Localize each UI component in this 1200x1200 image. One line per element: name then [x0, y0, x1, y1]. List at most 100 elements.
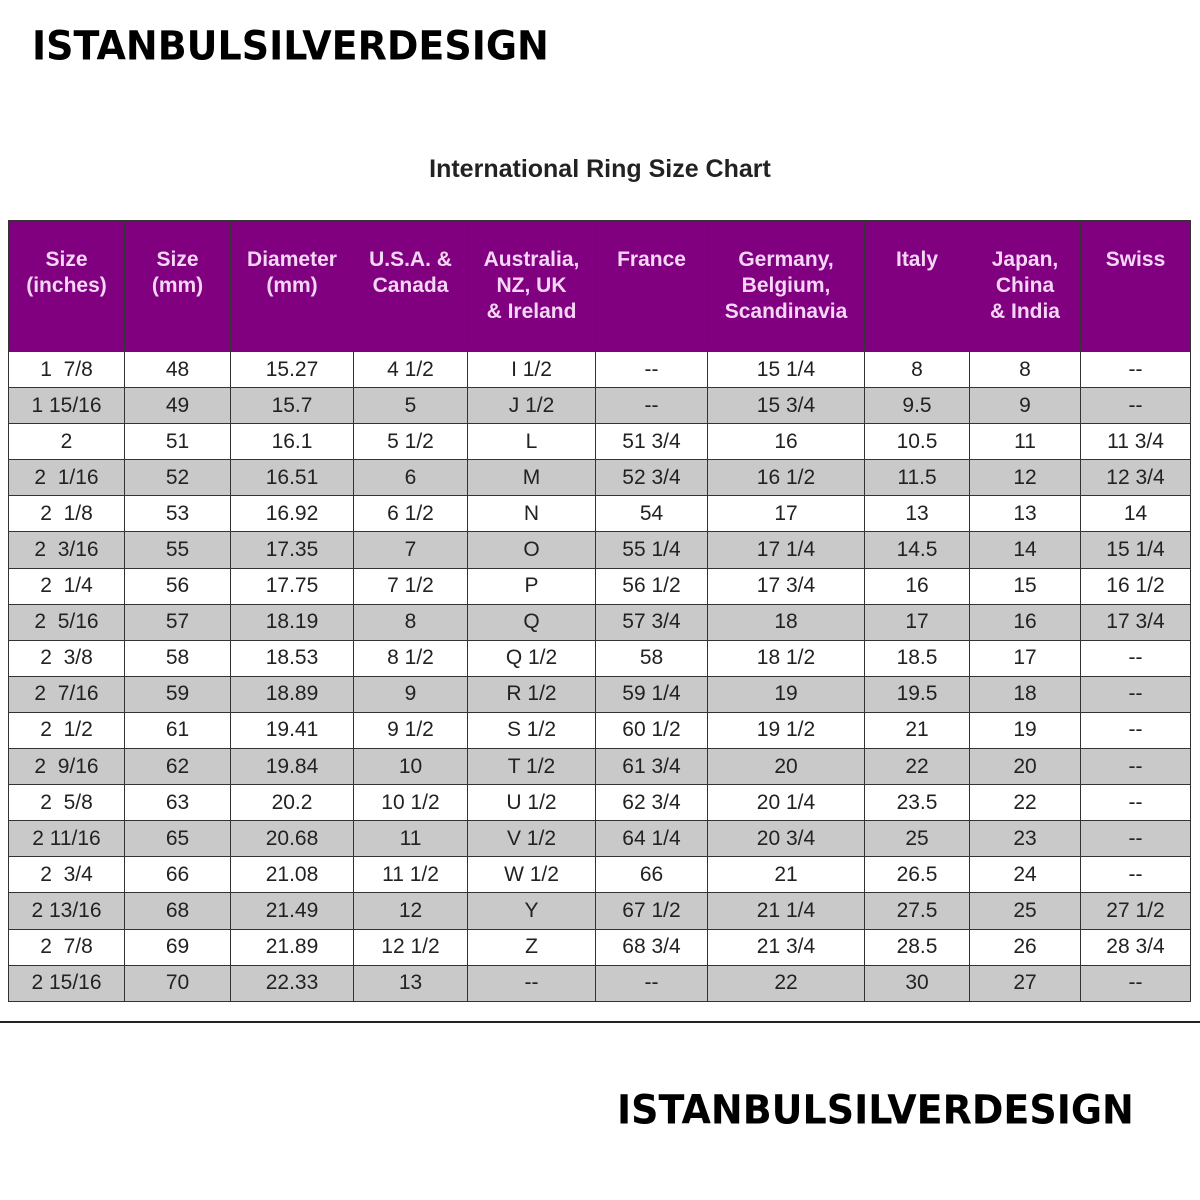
table-cell: 62 3/4	[595, 784, 708, 822]
table-row: 2 51 16.1 5 1/2 L 51 3/4 16 10.5 11 11 3/4	[8, 423, 1191, 461]
table-cell: 48	[124, 350, 231, 389]
table-cell: 15	[969, 567, 1081, 605]
table-cell: S 1/2	[467, 711, 596, 750]
table-row: 2 1/16 52 16.51 6 M 52 3/4 16 1/2 11.5 12 12 3/4	[8, 459, 1191, 497]
table-row: 2 3/8 58 18.53 8 1/2 Q 1/2 58 18 1/2 18.5 17 --	[8, 639, 1191, 677]
table-cell: 18	[969, 675, 1081, 713]
column-header: Swiss	[1080, 220, 1191, 352]
brand-logo-top: ISTANBULSILVERDESIGN	[32, 22, 549, 70]
table-cell: --	[1080, 711, 1191, 750]
table-cell: 55	[124, 531, 231, 569]
table-cell: I 1/2	[467, 350, 596, 389]
column-header: Australia, NZ, UK & Ireland	[467, 220, 596, 352]
table-cell: 22.33	[230, 964, 354, 1002]
table-cell: 10 1/2	[353, 784, 468, 822]
table-cell: 18.5	[864, 639, 970, 677]
table-cell: 12	[353, 892, 468, 930]
table-cell: 11	[353, 820, 468, 858]
table-cell: 67 1/2	[595, 892, 708, 930]
table-cell: --	[1080, 748, 1191, 786]
table-cell: 11	[969, 423, 1081, 461]
table-cell: 15.27	[230, 350, 354, 389]
table-cell: 21	[864, 711, 970, 750]
table-cell: 19	[707, 675, 865, 713]
table-cell: 21.49	[230, 892, 354, 930]
table-cell: 9.5	[864, 387, 970, 425]
table-cell: --	[595, 350, 708, 389]
table-cell: 9	[353, 675, 468, 713]
table-cell: 16.92	[230, 495, 354, 533]
table-cell: O	[467, 531, 596, 569]
table-cell: 2 9/16	[8, 748, 125, 786]
table-cell: U 1/2	[467, 784, 596, 822]
table-cell: 15 3/4	[707, 387, 865, 425]
table-cell: 54	[595, 495, 708, 533]
table-cell: 21 1/4	[707, 892, 865, 930]
table-cell: 16.51	[230, 459, 354, 497]
table-cell: 10.5	[864, 423, 970, 461]
table-cell: 58	[595, 639, 708, 677]
table-cell: 68	[124, 892, 231, 930]
column-header: Size (mm)	[124, 220, 231, 352]
table-cell: 21.89	[230, 928, 354, 966]
chart-title: International Ring Size Chart	[429, 155, 771, 183]
table-cell: 2 5/8	[8, 784, 125, 822]
table-cell: --	[1080, 675, 1191, 713]
table-row: 1 15/16 49 15.7 5 J 1/2 -- 15 3/4 9.5 9 --	[8, 387, 1191, 425]
table-cell: 52	[124, 459, 231, 497]
table-cell: 58	[124, 639, 231, 677]
table-cell: 27.5	[864, 892, 970, 930]
table-cell: Y	[467, 892, 596, 930]
table-cell: P	[467, 567, 596, 605]
table-cell: 17	[707, 495, 865, 533]
table-cell: 57	[124, 603, 231, 641]
table-cell: --	[1080, 856, 1191, 894]
table-cell: --	[1080, 639, 1191, 677]
column-header: Size (inches)	[8, 220, 125, 352]
table-cell: 25	[969, 892, 1081, 930]
table-cell: 62	[124, 748, 231, 786]
table-cell: 60 1/2	[595, 711, 708, 750]
table-cell: 27 1/2	[1080, 892, 1191, 930]
table-cell: 52 3/4	[595, 459, 708, 497]
table-cell: 17.75	[230, 567, 354, 605]
table-cell: 23.5	[864, 784, 970, 822]
table-cell: 57 3/4	[595, 603, 708, 641]
table-cell: 21 3/4	[707, 928, 865, 966]
table-cell: W 1/2	[467, 856, 596, 894]
table-cell: 53	[124, 495, 231, 533]
table-cell: 49	[124, 387, 231, 425]
table-cell: 55 1/4	[595, 531, 708, 569]
table-cell: 25	[864, 820, 970, 858]
table-row: 2 1/8 53 16.92 6 1/2 N 54 17 13 13 14	[8, 495, 1191, 533]
table-cell: 8	[864, 350, 970, 389]
table-cell: Q	[467, 603, 596, 641]
table-cell: 2 3/16	[8, 531, 125, 569]
table-cell: 17 3/4	[707, 567, 865, 605]
table-cell: 64 1/4	[595, 820, 708, 858]
table-cell: 2	[8, 423, 125, 461]
divider	[0, 1021, 1200, 1023]
table-cell: 19	[969, 711, 1081, 750]
table-cell: 23	[969, 820, 1081, 858]
table-row: 2 11/16 65 20.68 11 V 1/2 64 1/4 20 3/4 25 23 --	[8, 820, 1191, 858]
table-cell: 20	[969, 748, 1081, 786]
table-cell: 13	[969, 495, 1081, 533]
table-cell: 19.5	[864, 675, 970, 713]
table-row: 1 7/8 48 15.27 4 1/2 I 1/2 -- 15 1/4 8 8 --	[8, 350, 1191, 389]
table-cell: 51 3/4	[595, 423, 708, 461]
table-cell: 59	[124, 675, 231, 713]
table-cell: 27	[969, 964, 1081, 1002]
table-cell: 2 3/4	[8, 856, 125, 894]
table-cell: 19 1/2	[707, 711, 865, 750]
table-cell: 65	[124, 820, 231, 858]
table-cell: 28.5	[864, 928, 970, 966]
table-cell: 19.41	[230, 711, 354, 750]
table-cell: 5 1/2	[353, 423, 468, 461]
table-cell: --	[467, 964, 596, 1002]
table-header-row: Size (inches) Size (mm) Diameter (mm) U.S.A…	[8, 220, 1191, 352]
table-cell: 9 1/2	[353, 711, 468, 750]
table-cell: 1 7/8	[8, 350, 125, 389]
table-cell: 19.84	[230, 748, 354, 786]
table-cell: 15 1/4	[1080, 531, 1191, 569]
